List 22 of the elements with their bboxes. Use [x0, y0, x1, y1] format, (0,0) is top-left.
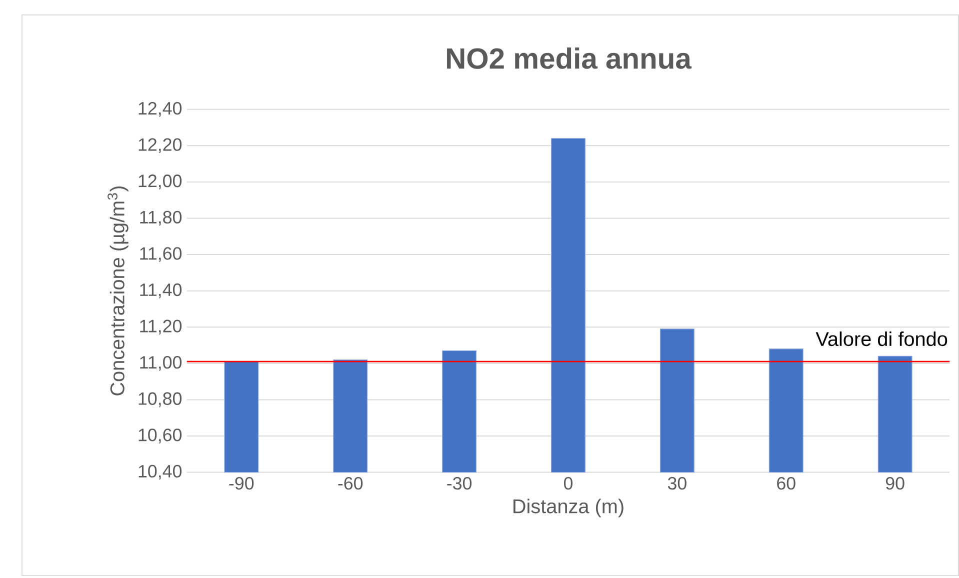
ref-line-label: Valore di fondo	[816, 332, 948, 346]
y-tick-label: 11,80	[140, 211, 182, 226]
x-tick-label: -90	[229, 477, 254, 490]
y-tick-label: 11,00	[140, 356, 182, 371]
y-tick-label: 12,40	[138, 102, 182, 117]
x-tick-label: 90	[886, 477, 904, 490]
x-tick-label: 30	[668, 477, 686, 490]
y-tick-label: 11,40	[140, 284, 182, 298]
y-tick-label: 10,60	[138, 428, 182, 444]
y-tick-label: 11,20	[140, 320, 182, 335]
chart-title: NO2 media annua	[447, 48, 692, 70]
y-tick-label: 10,80	[138, 392, 182, 408]
x-tick-label: -60	[338, 477, 363, 490]
y-tick-label: 12,00	[138, 174, 182, 190]
x-tick-label: 60	[777, 477, 796, 490]
y-axis-title: Concentrazione (µg/m$^{3}$)	[108, 186, 128, 396]
y-tick-label: 10,40	[138, 465, 182, 480]
x-tick-label: -30	[447, 477, 472, 490]
y-tick-label: 12,20	[138, 138, 182, 154]
x-tick-label: 0	[564, 477, 573, 490]
x-axis-title: Distanza (m)	[514, 498, 624, 518]
y-tick-label: 11,60	[140, 247, 182, 262]
